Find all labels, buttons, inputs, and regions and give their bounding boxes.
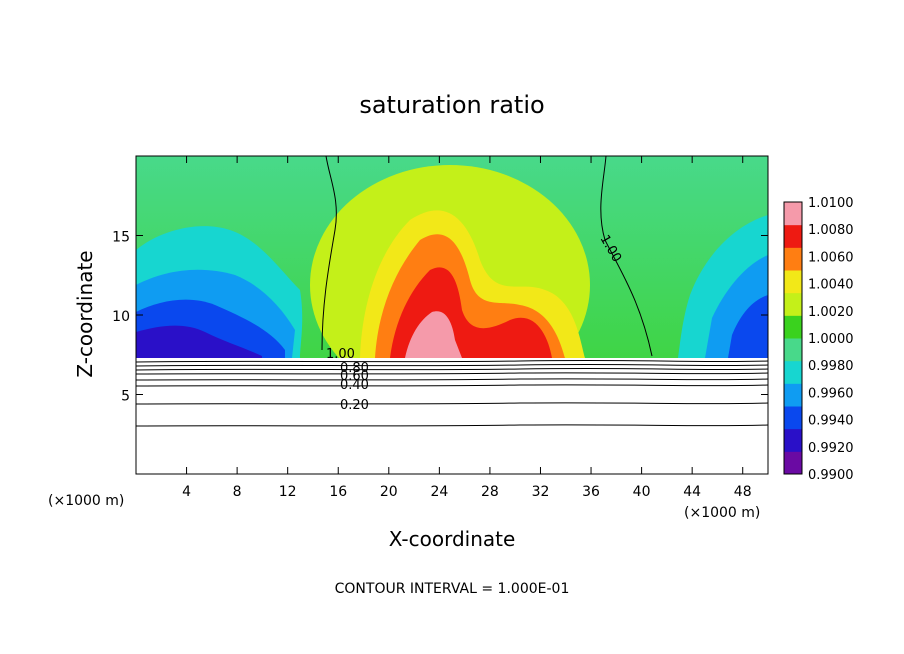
- x-tick-label: 40: [633, 484, 651, 500]
- chart-title: saturation ratio: [359, 91, 544, 119]
- y-tick-label: 15: [112, 230, 130, 246]
- contour-label: 0.40: [340, 378, 369, 393]
- colorbar-label: 0.9960: [808, 386, 854, 401]
- heatmap-field: [136, 156, 768, 474]
- colorbar-frame: [783, 201, 803, 475]
- contour-line-2: [135, 363, 769, 367]
- contour-label: 0.80: [340, 361, 369, 376]
- contour-line-1: [135, 359, 769, 363]
- x-tick-label: 20: [380, 484, 398, 500]
- x-tick-label: 44: [683, 484, 701, 500]
- colorbar: 0.9900 0.9920 0.9940 0.9960 0.9980 1.0000 1.00…: [783, 196, 854, 483]
- colorbar-label: 0.9920: [808, 441, 854, 456]
- colorbar-swatch: [784, 292, 802, 316]
- contour-line-8: [135, 424, 769, 427]
- x-tick-label: 48: [734, 484, 752, 500]
- y-axis: 5 10 15: [112, 230, 768, 405]
- contour-interval-note: CONTOUR INTERVAL = 1.000E-01: [335, 581, 570, 597]
- colorbar-label: 1.0100: [808, 196, 854, 211]
- x-tick-label: 36: [582, 484, 600, 500]
- colorbar-swatch: [784, 202, 802, 226]
- x-axis: 4 8 12 16 20 24 28 32 36 40 44 48: [182, 156, 752, 500]
- x-unit-left: (×1000 m): [48, 493, 124, 509]
- contour-100-right: [600, 155, 653, 357]
- contour-label: 0.20: [340, 398, 369, 413]
- colorbar-swatch: [784, 247, 802, 271]
- colorbar-label: 0.9940: [808, 414, 854, 429]
- colorbar-label: 0.9980: [808, 359, 854, 374]
- y-axis-label: Z-coordinate: [73, 250, 97, 377]
- colorbar-swatch: [784, 224, 802, 248]
- x-tick-label: 24: [430, 484, 448, 500]
- x-tick-label: 8: [233, 484, 242, 500]
- contour-line-7: [135, 402, 769, 405]
- cool-region-left-4: [136, 325, 262, 358]
- colorbar-label: 1.0080: [808, 223, 854, 238]
- colorbar-label: 1.0020: [808, 305, 854, 320]
- lower-region: [136, 358, 768, 474]
- contour-line-4: [135, 372, 769, 375]
- cool-region-right-3: [728, 295, 768, 358]
- colorbar-swatch: [784, 428, 802, 452]
- contour-line-3: [135, 367, 769, 371]
- colorbar-swatch: [784, 451, 802, 475]
- colorbar-swatch: [784, 406, 802, 430]
- x-tick-label: 12: [279, 484, 297, 500]
- x-unit-right: (×1000 m): [684, 505, 760, 521]
- contour-label: 0.60: [340, 369, 369, 384]
- colorbar-swatch: [784, 360, 802, 384]
- contour-line-5: [135, 378, 769, 381]
- colorbar-label: 0.9900: [808, 468, 854, 483]
- colorbar-label: 1.0060: [808, 250, 854, 265]
- colorbar-label: 1.0040: [808, 278, 854, 293]
- y-tick-label: 5: [121, 389, 130, 405]
- contour-label: 1.00: [326, 347, 355, 362]
- y-tick-label: 10: [112, 309, 130, 325]
- x-axis-label: X-coordinate: [389, 527, 516, 551]
- colorbar-label: 1.0000: [808, 332, 854, 347]
- colorbar-swatch: [784, 315, 802, 339]
- colorbar-swatch: [784, 338, 802, 362]
- colorbar-swatch: [784, 383, 802, 407]
- x-tick-label: 16: [329, 484, 347, 500]
- warm-plume-pink: [405, 311, 462, 358]
- x-tick-label: 28: [481, 484, 499, 500]
- contour-100-left: [321, 155, 337, 351]
- contour-line-6: [135, 384, 769, 387]
- contour-lines: [135, 155, 769, 427]
- x-tick-label: 4: [182, 484, 191, 500]
- colorbar-swatch: [784, 270, 802, 294]
- x-tick-label: 32: [532, 484, 550, 500]
